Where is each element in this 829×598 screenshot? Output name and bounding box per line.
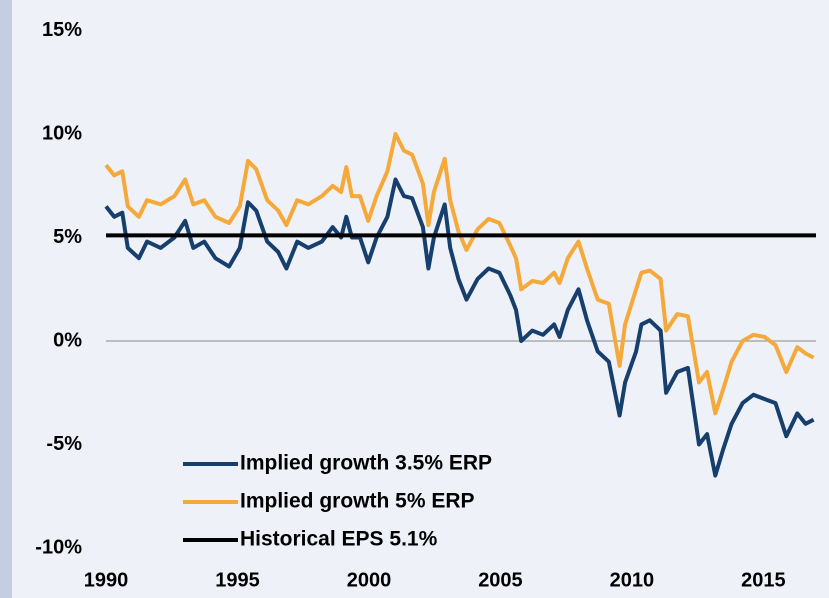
series-line: [104, 177, 815, 478]
x-tick-label: 2010: [610, 569, 655, 591]
series-line: [104, 132, 815, 416]
legend-label: Implied growth 3.5% ERP: [240, 452, 492, 475]
x-tick-label: 2005: [478, 569, 523, 591]
x-tick-label: 2015: [741, 569, 786, 591]
legend-label: Historical EPS 5.1%: [240, 528, 438, 551]
y-tick-label: 0%: [53, 329, 82, 351]
y-tick-label: 15%: [42, 19, 82, 41]
side-strip: [0, 0, 12, 598]
y-tick-label: 5%: [53, 226, 82, 248]
x-tick-label: 2000: [347, 569, 392, 591]
y-tick-label: 10%: [42, 122, 82, 144]
y-tick-label: -10%: [35, 536, 82, 558]
legend-label: Implied growth 5% ERP: [240, 490, 475, 513]
y-tick-label: -5%: [46, 433, 82, 455]
x-tick-label: 1995: [215, 569, 260, 591]
x-tick-label: 1990: [84, 569, 129, 591]
